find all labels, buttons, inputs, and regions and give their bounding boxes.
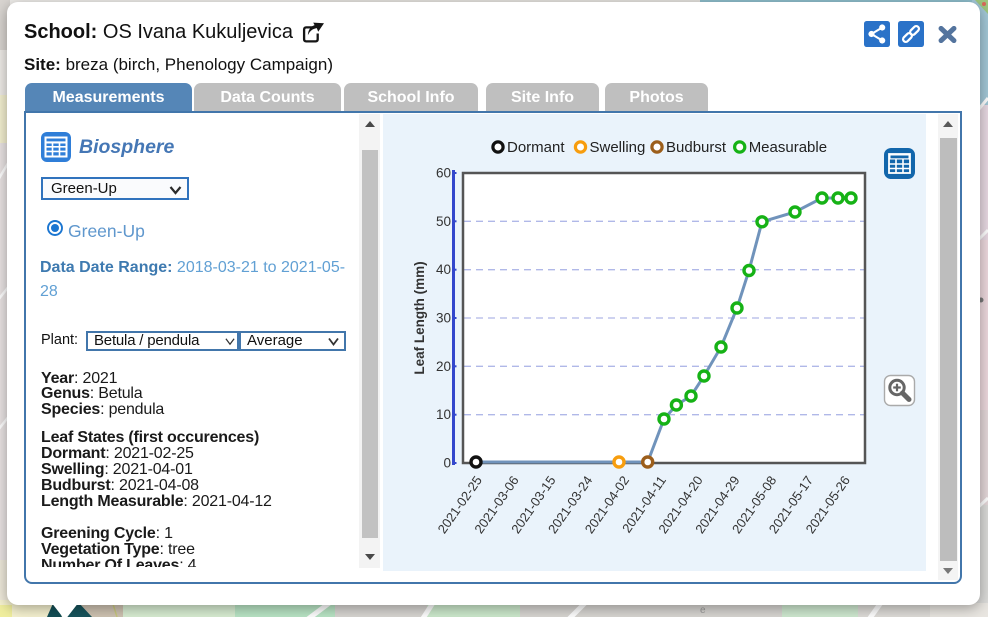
svg-text:Budburst: Budburst: [666, 139, 727, 156]
svg-text:e: e: [700, 605, 706, 616]
svg-text:Swelling: Swelling: [590, 139, 646, 156]
svg-text:10: 10: [436, 407, 451, 422]
svg-text:30: 30: [436, 311, 451, 326]
svg-text:Leaf Length (mm): Leaf Length (mm): [412, 261, 427, 374]
svg-text:50: 50: [436, 214, 451, 229]
svg-text:Measurable: Measurable: [749, 139, 827, 156]
svg-text:40: 40: [436, 262, 451, 277]
svg-text:60: 60: [436, 166, 451, 181]
svg-text:Dormant: Dormant: [507, 139, 565, 156]
svg-text:0: 0: [443, 456, 451, 471]
svg-text:20: 20: [436, 359, 451, 374]
